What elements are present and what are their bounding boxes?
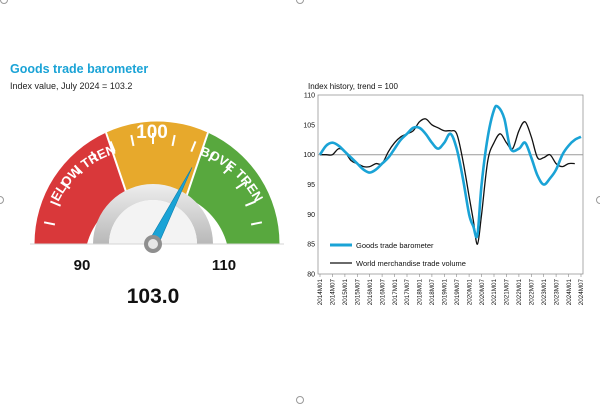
gauge-min-label: 90 [74, 257, 91, 274]
gauge-tick [171, 134, 176, 147]
resize-handle-top-center[interactable] [296, 0, 304, 4]
x-tick-label: 2021M01 [491, 279, 498, 306]
x-tick-label: 2024M01 [566, 279, 573, 306]
gauge-tick [250, 221, 263, 226]
legend: Goods trade barometer World merchandise … [330, 241, 466, 268]
x-tick-label: 2014M07 [330, 279, 337, 306]
gauge-inner-face [109, 200, 197, 244]
plot-area [317, 94, 584, 275]
x-tick-label: 2022M01 [516, 279, 523, 306]
gauge-ticks [43, 133, 263, 226]
gauge-segment-below [34, 132, 128, 244]
y-tick-label: 85 [307, 242, 315, 249]
x-tick-label: 2024M07 [578, 279, 585, 306]
x-tick-label: 2019M01 [442, 279, 449, 306]
gauge-tick [90, 151, 99, 162]
x-tick-label: 2020M07 [479, 279, 486, 306]
gauge-tick [60, 181, 71, 190]
y-tick-label: 90 [307, 212, 315, 219]
x-tick-label: 2018M01 [417, 279, 424, 306]
gauge-divider-right [185, 132, 209, 198]
y-tick-label: 110 [304, 93, 315, 100]
series-line-trade-volume [320, 118, 575, 245]
x-tick-label: 2016M01 [367, 279, 374, 306]
gauge-max-label: 110 [212, 257, 236, 274]
x-tick-label: 2016M07 [379, 279, 386, 306]
gauge-tick [245, 200, 256, 207]
y-tick-label: 95 [307, 182, 315, 189]
gauge: BELOW TREND ABOVE TREND 100 90 110 103.0 [0, 95, 284, 308]
y-tick-label: 105 [303, 122, 315, 129]
chart-title: Index history, trend = 100 [308, 82, 398, 91]
gauge-center-label: 100 [136, 122, 168, 143]
y-tick-label: 80 [307, 272, 315, 279]
gauge-tick [130, 134, 135, 147]
x-axis: 2014M01 2014M07 2015M01 2015M07 2016M01 2016M… [317, 274, 585, 305]
gauge-tick [109, 141, 116, 152]
gauge-tick [235, 181, 246, 190]
legend-label-barometer: Goods trade barometer [356, 241, 434, 250]
series-layer [318, 104, 582, 245]
gauge-tick [207, 151, 216, 162]
line-chart: Index history, trend = 100 80 85 90 95 100 10… [303, 82, 585, 305]
x-tick-label: 2019M07 [454, 279, 461, 306]
page-title: Goods trade barometer [10, 62, 149, 76]
x-tick-label: 2014M01 [317, 279, 324, 306]
gauge-tick [50, 200, 61, 207]
y-axis: 80 85 90 95 100 105 110 [303, 93, 315, 279]
x-tick-label: 2017M01 [392, 279, 399, 306]
series-line-barometer [318, 104, 582, 239]
legend-label-trade-volume: World merchandise trade volume [356, 259, 466, 268]
gauge-tick [222, 164, 233, 175]
x-tick-label: 2020M01 [466, 279, 473, 306]
gauge-tick [43, 221, 56, 226]
x-tick-label: 2018M07 [429, 279, 436, 306]
x-tick-label: 2017M07 [404, 279, 411, 306]
x-tick-label: 2023M07 [553, 279, 560, 306]
gauge-hub [93, 184, 213, 244]
x-tick-label: 2015M01 [342, 279, 349, 306]
gauge-value-label: 103.0 [127, 285, 180, 308]
gauge-tick [73, 164, 84, 175]
gauge-tick [190, 141, 197, 152]
page-subtitle: Index value, July 2024 = 103.2 [10, 81, 133, 91]
resize-handle-bottom-center[interactable] [296, 396, 304, 404]
y-tick-label: 100 [303, 152, 315, 159]
x-tick-label: 2015M07 [355, 279, 362, 306]
gauge-pivot-cap [148, 239, 158, 249]
x-tick-label: 2023M01 [541, 279, 548, 306]
resize-handle-top-left[interactable] [0, 0, 8, 4]
gauge-divider-left [105, 132, 129, 198]
x-tick-label: 2021M07 [504, 279, 511, 306]
resize-handle-right[interactable] [596, 196, 600, 204]
x-tick-label: 2022M07 [529, 279, 536, 306]
